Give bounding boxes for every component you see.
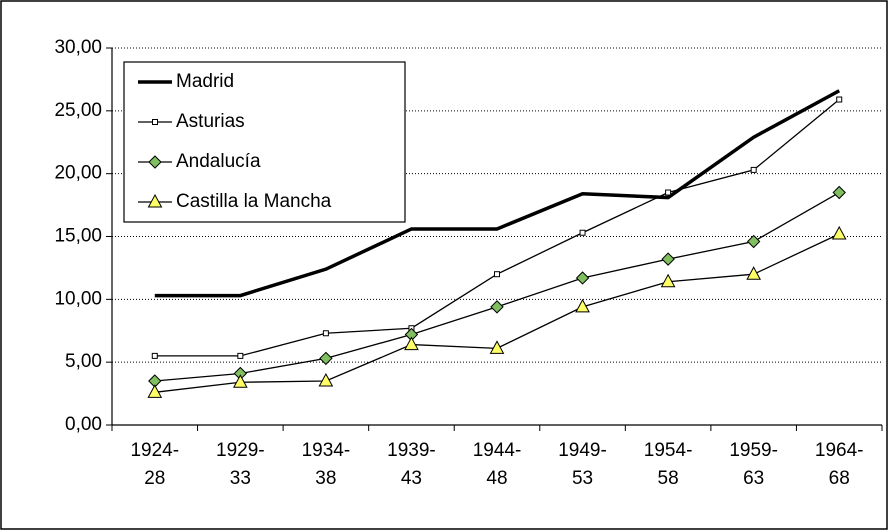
marker xyxy=(319,351,333,366)
y-tick-label: 10,00 xyxy=(54,288,102,309)
marker xyxy=(489,340,505,354)
legend-box xyxy=(123,61,406,223)
legend-label: Asturias xyxy=(176,111,245,132)
x-tick-label: 1944- 48 xyxy=(472,440,522,489)
marker xyxy=(746,234,761,249)
x-tick-label: 1939- 43 xyxy=(387,440,436,489)
y-tick-label: 0,00 xyxy=(65,414,102,435)
marker xyxy=(322,330,329,337)
x-tick-label: 1954- 58 xyxy=(643,440,693,489)
y-tick-label: 5,00 xyxy=(65,351,102,372)
x-tick-label: 1934- 38 xyxy=(301,440,351,489)
x-tick-label: 1929- 33 xyxy=(216,440,265,489)
marker xyxy=(232,374,248,388)
legend-marker xyxy=(148,155,162,169)
series-line xyxy=(154,89,841,298)
marker xyxy=(836,96,843,103)
legend-label: Castilla la Mancha xyxy=(176,191,332,212)
marker xyxy=(746,266,762,280)
y-tick-label: 25,00 xyxy=(54,100,102,121)
marker xyxy=(490,300,504,314)
marker xyxy=(661,252,675,266)
legend-marker xyxy=(152,119,158,125)
y-tick-label: 20,00 xyxy=(54,163,102,184)
x-tick-label: 1964- 68 xyxy=(814,440,864,489)
y-tick-label: 30,00 xyxy=(54,37,102,58)
marker xyxy=(579,229,586,236)
marker xyxy=(832,185,846,200)
y-tick-label: 15,00 xyxy=(54,226,102,247)
x-tick-label: 1959- 63 xyxy=(729,440,778,489)
marker xyxy=(831,225,847,240)
marker xyxy=(575,271,590,285)
marker xyxy=(575,298,590,313)
legend-label: Andalucía xyxy=(176,151,261,172)
marker xyxy=(665,189,672,196)
marker xyxy=(750,166,757,173)
marker xyxy=(404,336,419,351)
marker xyxy=(318,372,334,387)
x-tick-label: 1924- 28 xyxy=(130,440,180,489)
x-tick-label: 1949- 53 xyxy=(558,440,607,489)
marker xyxy=(147,384,163,398)
marker xyxy=(660,273,676,288)
marker xyxy=(494,271,500,278)
marker xyxy=(237,352,244,359)
legend-marker xyxy=(147,193,163,208)
marker xyxy=(151,352,158,359)
legend-label: Madrid xyxy=(176,71,234,92)
